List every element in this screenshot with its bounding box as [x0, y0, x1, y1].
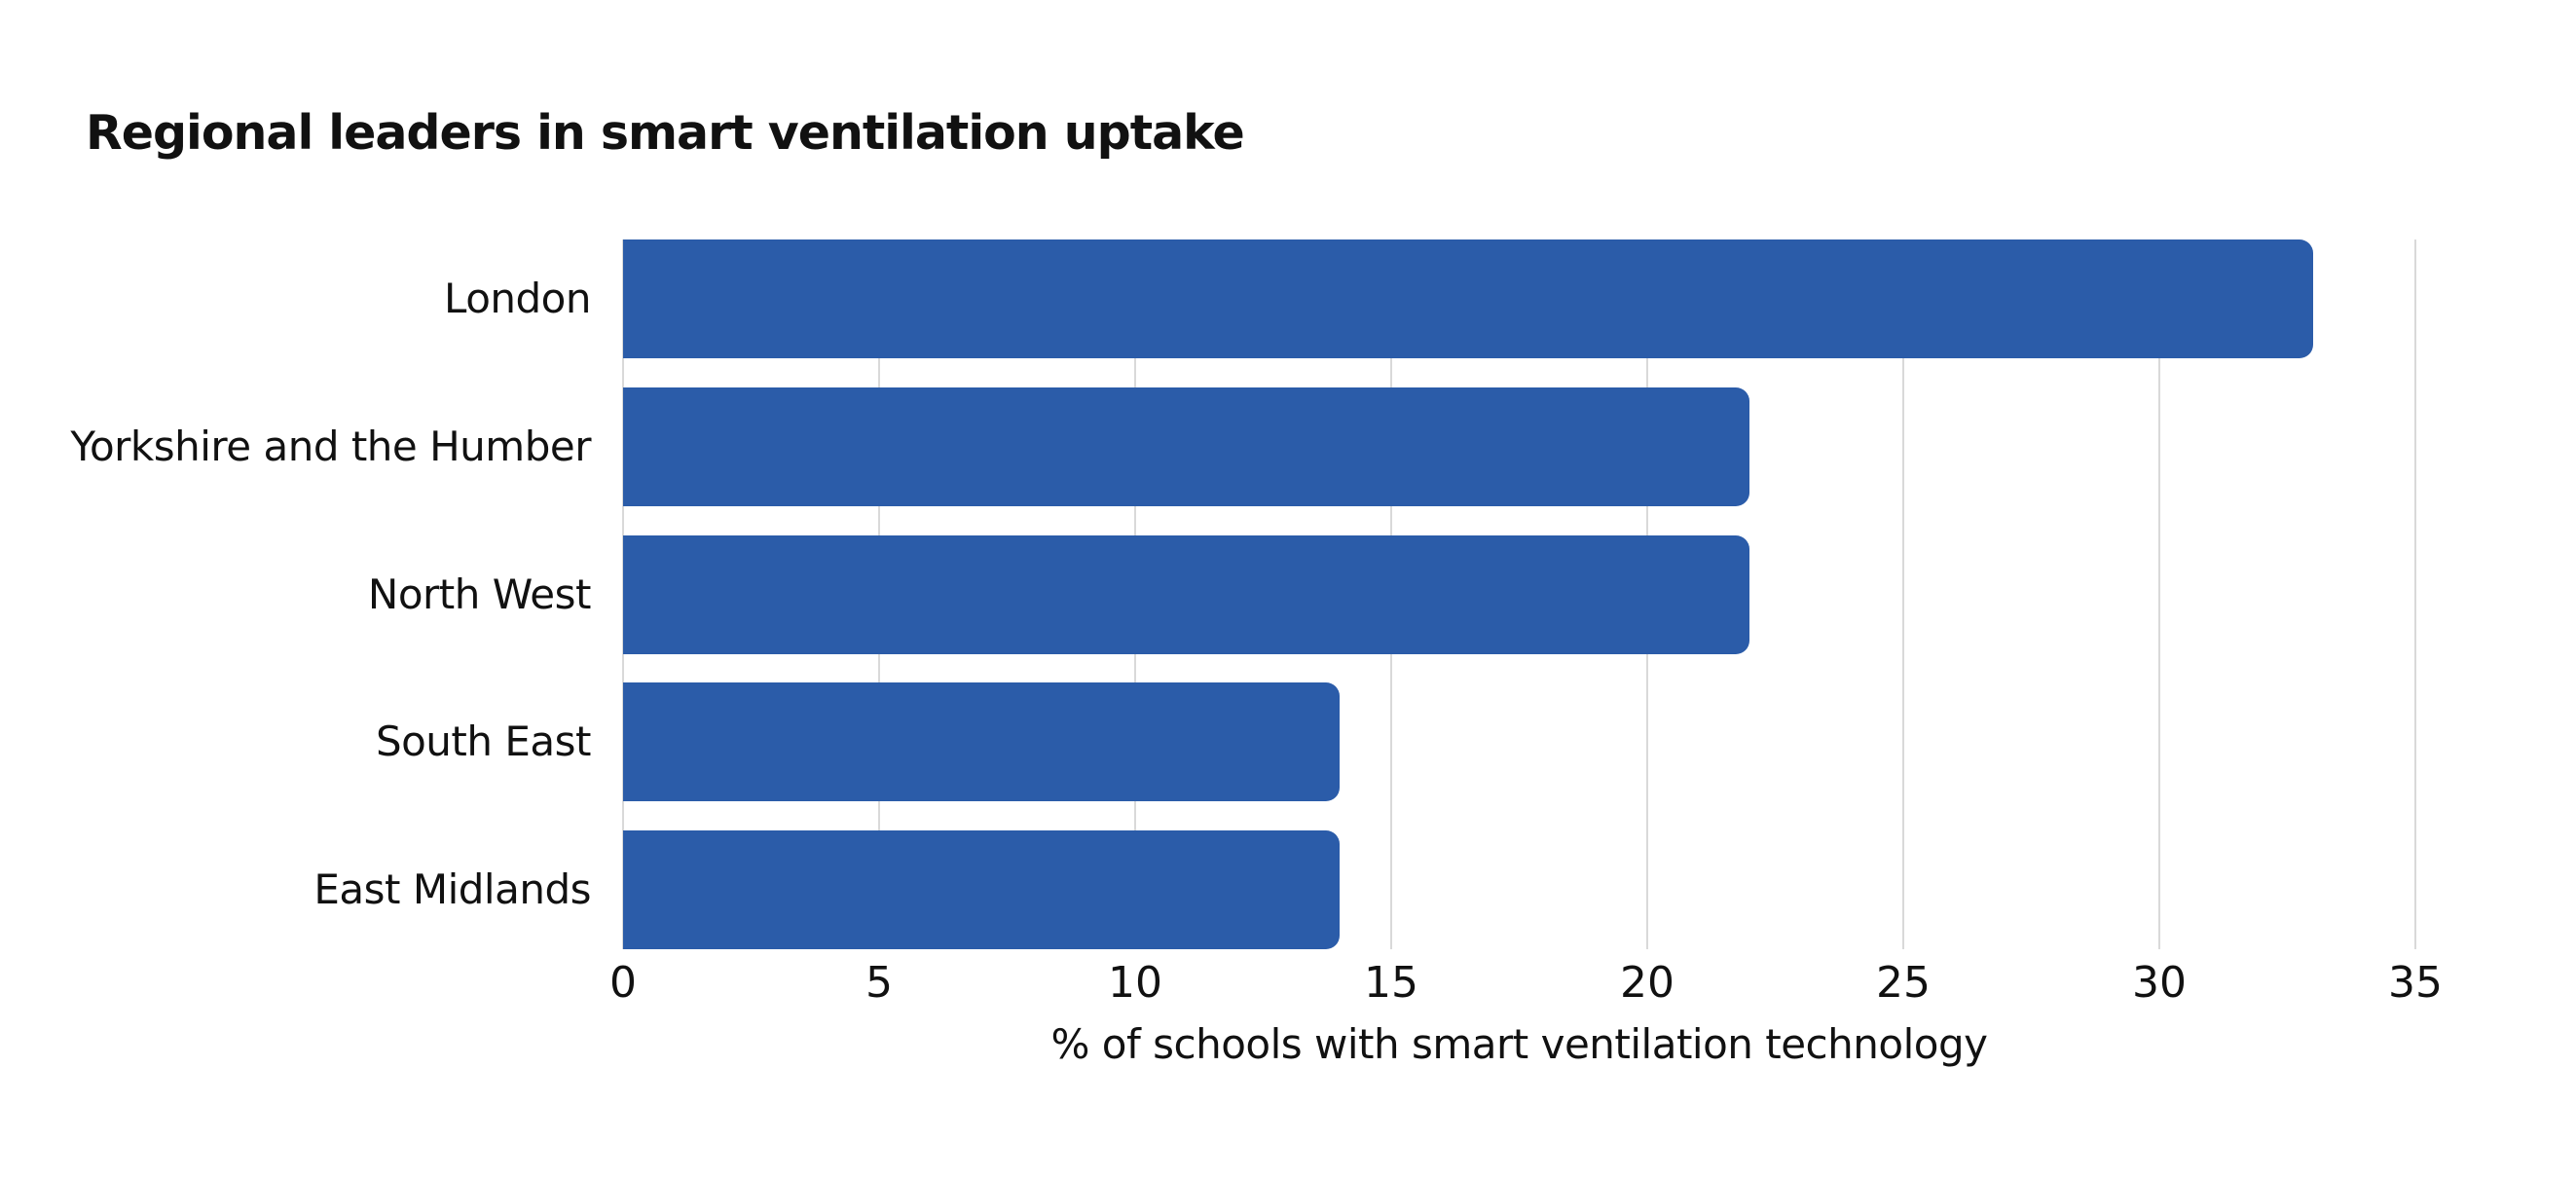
category-label-yorkshire-and-the-humber: Yorkshire and the Humber — [70, 422, 591, 470]
category-label-south-east: South East — [375, 718, 592, 766]
category-label-east-midlands: East Midlands — [313, 865, 591, 913]
category-label-north-west: North West — [367, 570, 592, 618]
bar-east-midlands — [623, 830, 1341, 949]
x-tick-label-0: 0 — [609, 958, 637, 1008]
x-tick-label-30: 30 — [2132, 958, 2187, 1008]
bar-london — [623, 239, 2313, 358]
category-label-london: London — [444, 275, 591, 322]
chart-title: Regional leaders in smart ventilation up… — [86, 105, 1245, 161]
bar-yorkshire-and-the-humber — [623, 387, 1750, 506]
bar-south-east — [623, 682, 1341, 802]
x-tick-label-20: 20 — [1620, 958, 1674, 1008]
gridline-25 — [1902, 239, 1904, 949]
x-tick-label-10: 10 — [1108, 958, 1162, 1008]
plot-area — [622, 239, 2416, 949]
x-tick-label-25: 25 — [1876, 958, 1931, 1008]
x-tick-label-15: 15 — [1364, 958, 1418, 1008]
x-tick-label-5: 5 — [865, 958, 893, 1008]
x-axis-label: % of schools with smart ventilation tech… — [1050, 1020, 1988, 1068]
x-tick-label-35: 35 — [2388, 958, 2443, 1008]
bar-north-west — [623, 534, 1750, 654]
gridline-30 — [2158, 239, 2160, 949]
gridline-35 — [2414, 239, 2416, 949]
